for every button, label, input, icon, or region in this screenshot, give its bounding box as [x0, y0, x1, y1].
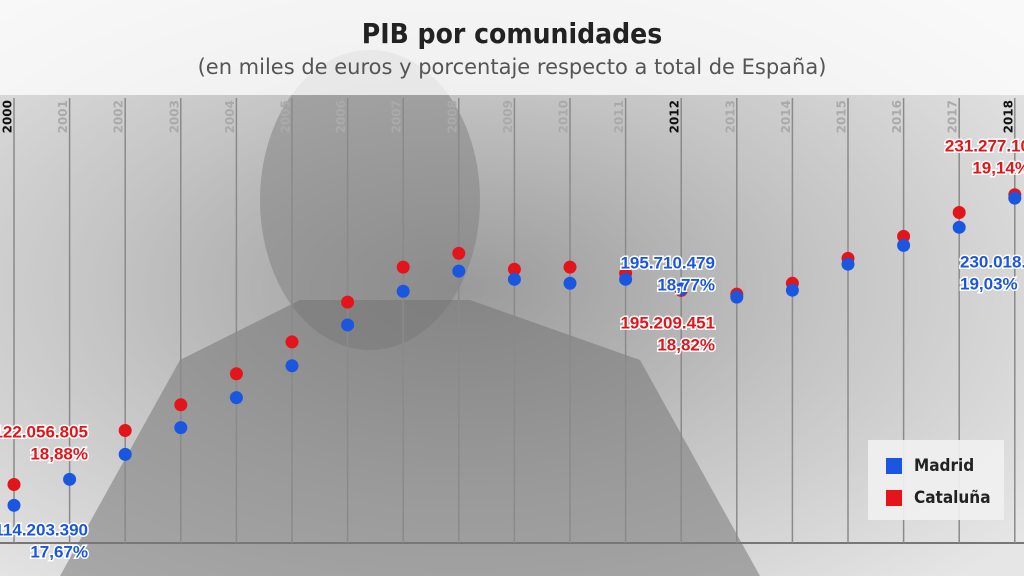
point — [229, 391, 243, 405]
point — [730, 290, 744, 304]
point — [674, 282, 688, 296]
point — [1008, 191, 1022, 205]
share-label: 19,14% — [972, 158, 1024, 177]
point — [396, 284, 410, 298]
point — [285, 335, 299, 349]
value-label: 122.056.805 — [0, 422, 88, 441]
point — [341, 318, 355, 332]
x-tick-label: 2010 — [557, 100, 571, 133]
point — [174, 398, 188, 412]
x-tick-label: 2017 — [946, 100, 960, 133]
chart-subtitle: (en miles de euros y porcentaje respecto… — [198, 55, 827, 79]
x-tick-label: 2003 — [167, 100, 181, 133]
point — [507, 262, 521, 276]
point — [229, 367, 243, 381]
legend-swatch — [886, 458, 902, 474]
point — [785, 283, 799, 297]
legend-label: Madrid — [914, 456, 974, 476]
x-tick-label: 2001 — [56, 100, 70, 133]
point — [897, 238, 911, 252]
x-tick-label: 2018 — [1001, 100, 1015, 133]
x-tick-label: 2002 — [112, 100, 126, 133]
point — [841, 257, 855, 271]
point — [7, 477, 21, 491]
point — [7, 498, 21, 512]
point — [341, 295, 355, 309]
legend-swatch — [886, 490, 902, 506]
value-label: 195.710.479 — [620, 253, 715, 272]
share-label: 18,77% — [657, 275, 715, 294]
photo-shape — [260, 50, 480, 350]
value-label: 195.209.451 — [620, 313, 715, 332]
x-tick-label: 2015 — [835, 100, 849, 133]
x-tick-label: 2011 — [612, 100, 626, 133]
share-label: 17,67% — [30, 542, 88, 561]
legend — [868, 440, 1004, 520]
value-label: 230.018.09 — [960, 252, 1024, 271]
x-tick-label: 2016 — [890, 100, 904, 133]
point — [174, 421, 188, 435]
point — [507, 272, 521, 286]
legend-label: Cataluña — [914, 488, 991, 508]
value-label: 114.203.390 — [0, 520, 88, 539]
x-tick-label: 2009 — [501, 100, 515, 133]
point — [952, 205, 966, 219]
share-label: 18,82% — [657, 335, 715, 354]
point — [452, 246, 466, 260]
point — [118, 424, 132, 438]
point — [563, 260, 577, 274]
point — [619, 272, 633, 286]
value-label: 231.277.10 — [945, 136, 1024, 155]
share-label: 18,88% — [30, 444, 88, 463]
point — [897, 229, 911, 243]
chart-title: PIB por comunidades — [362, 17, 662, 50]
x-tick-label: 2008 — [445, 100, 459, 133]
x-tick-label: 2006 — [334, 100, 348, 133]
point — [952, 220, 966, 234]
x-tick-label: 2014 — [779, 100, 793, 133]
share-label: 19,03% — [960, 274, 1018, 293]
point — [118, 447, 132, 461]
point — [396, 260, 410, 274]
point — [63, 472, 77, 486]
x-tick-label: 2004 — [223, 100, 237, 133]
x-tick-label: 2007 — [390, 100, 404, 133]
x-tick-label: 2012 — [668, 100, 682, 133]
point — [563, 276, 577, 290]
point — [452, 264, 466, 278]
point — [285, 359, 299, 373]
x-tick-label: 2013 — [723, 100, 737, 133]
x-tick-label: 2000 — [1, 100, 15, 133]
title-band — [0, 0, 1024, 95]
x-tick-label: 2005 — [279, 100, 293, 133]
